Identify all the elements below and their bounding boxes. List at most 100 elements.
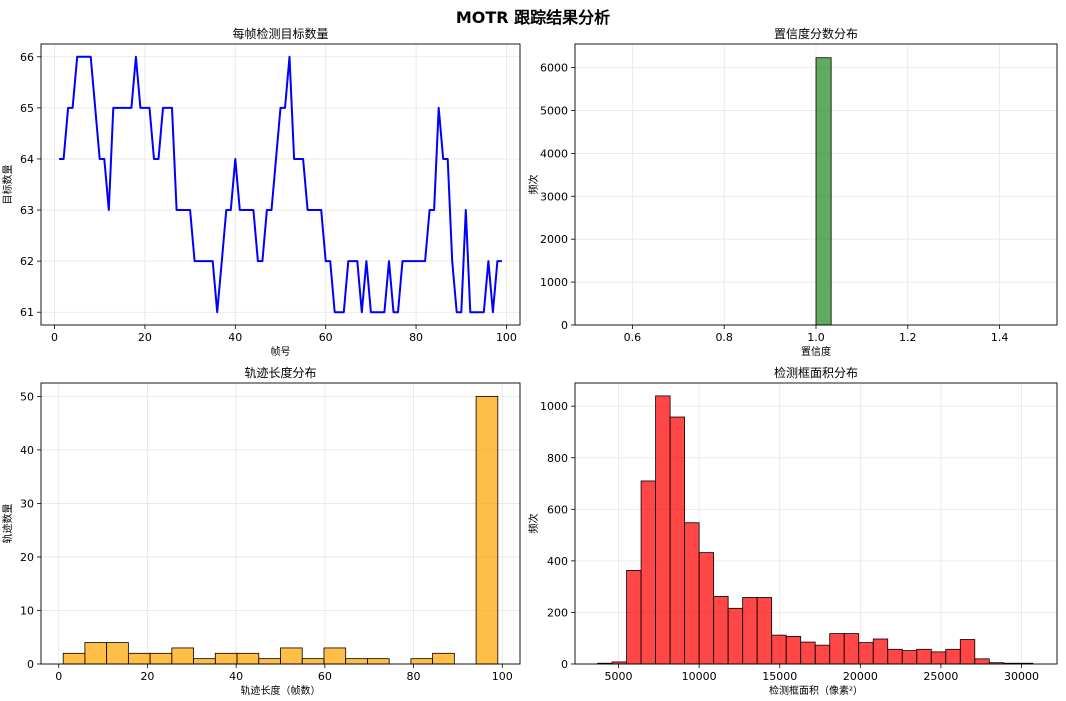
histogram-bar — [727, 607, 744, 665]
histogram-bar — [640, 480, 657, 665]
x-tick-label: 20000 — [843, 670, 878, 683]
x-tick-label: 10000 — [682, 670, 717, 683]
x-tick-label: 25000 — [923, 670, 958, 683]
y-tick-label: 0 — [561, 658, 568, 671]
y-tick-label: 1000 — [540, 400, 568, 413]
y-tick-label: 10 — [20, 604, 34, 617]
y-tick-label: 600 — [547, 503, 568, 516]
y-axis-label: 频次 — [527, 514, 540, 534]
histogram-bar — [106, 642, 129, 665]
y-tick-label: 40 — [20, 444, 34, 457]
x-tick-label: 1.0 — [807, 331, 825, 344]
histogram-bar — [323, 647, 347, 665]
subplot-title: 检测框面积分布 — [774, 365, 858, 380]
y-tick-label: 61 — [20, 306, 34, 319]
y-tick-label: 50 — [20, 390, 34, 403]
y-tick-label: 800 — [547, 452, 568, 465]
y-tick-label: 0 — [561, 319, 568, 332]
histogram-bar — [367, 658, 390, 665]
y-tick-label: 2000 — [540, 233, 568, 246]
histogram-bar — [945, 648, 961, 665]
y-tick-label: 200 — [547, 606, 568, 619]
histogram-bar — [872, 638, 889, 665]
histogram-bar — [432, 652, 455, 665]
x-tick-label: 0 — [51, 331, 58, 344]
x-tick-label: 5000 — [605, 670, 633, 683]
y-tick-label: 6000 — [540, 62, 568, 75]
y-tick-label: 62 — [20, 255, 34, 268]
histogram-bar — [149, 652, 173, 665]
subplot-2: 0.6 0.8 1.0 1.2 1.4 0 1000 2000 3000 4000 5000 6000… — [527, 26, 1058, 358]
histogram-bar — [698, 552, 715, 665]
histogram-bar — [171, 647, 194, 665]
histogram-bar — [410, 658, 434, 665]
histogram-bar — [756, 597, 773, 665]
histogram-bar — [974, 658, 990, 665]
histogram-bar — [930, 651, 947, 665]
histogram-bar — [236, 652, 260, 665]
histogram-bar — [713, 596, 729, 665]
y-tick-label: 1000 — [540, 276, 568, 289]
y-tick-label: 0 — [27, 658, 34, 671]
subplot-4: 5000 10000 15000 20000 25000 30000 0 200 400 600 8… — [527, 365, 1058, 697]
x-axis-label: 帧号 — [271, 345, 291, 358]
x-tick-label: 20 — [140, 670, 154, 683]
histogram-bar — [843, 633, 860, 665]
x-tick-label: 80 — [409, 331, 423, 344]
x-axis-label: 轨迹长度（帧数） — [241, 684, 321, 697]
histogram-bar — [800, 641, 816, 665]
histogram-bar — [127, 652, 151, 665]
histogram-bar — [959, 639, 976, 665]
x-tick-label: 60 — [319, 331, 333, 344]
y-axis-label: 目标数量 — [1, 165, 14, 205]
x-axis-label: 检测框面积（像素²） — [769, 684, 863, 697]
x-tick-label: 40 — [229, 670, 243, 683]
y-tick-label: 64 — [20, 153, 34, 166]
histogram-bar — [475, 395, 499, 665]
y-tick-label: 3000 — [540, 190, 568, 203]
x-tick-label: 1.2 — [899, 331, 917, 344]
histogram-bar — [814, 644, 831, 665]
x-tick-label: 15000 — [762, 670, 797, 683]
histogram-bar — [345, 658, 368, 665]
histogram-bar — [669, 416, 686, 665]
histogram-bar — [829, 633, 845, 665]
y-tick-label: 66 — [20, 51, 34, 64]
y-axis-label: 轨迹数量 — [1, 504, 14, 544]
histogram-bar — [258, 658, 281, 665]
histogram-bar — [626, 570, 642, 665]
series-line — [59, 55, 502, 314]
histogram-bar — [785, 636, 802, 665]
x-tick-label: 40 — [228, 331, 242, 344]
x-axis-label: 置信度 — [801, 345, 831, 358]
histogram-bar — [815, 57, 832, 326]
histogram-bar — [684, 522, 700, 665]
histogram-bar — [84, 642, 108, 665]
histogram-bar — [858, 642, 874, 665]
x-tick-label: 1.4 — [991, 331, 1009, 344]
plot-frame — [40, 43, 521, 326]
histogram-bar — [916, 648, 932, 665]
plot-frame — [40, 382, 521, 665]
histogram-bar — [901, 650, 918, 665]
figure-title: MOTR 跟踪结果分析 — [455, 8, 611, 27]
y-tick-label: 5000 — [540, 104, 568, 117]
y-tick-label: 30 — [20, 497, 34, 510]
y-tick-label: 65 — [20, 102, 34, 115]
subplot-title: 轨迹长度分布 — [244, 365, 316, 380]
subplot-title: 置信度分数分布 — [774, 26, 858, 41]
x-tick-label: 0.8 — [715, 331, 733, 344]
x-tick-label: 30000 — [1004, 670, 1039, 683]
x-tick-label: 100 — [492, 670, 513, 683]
x-tick-label: 0.6 — [624, 331, 642, 344]
y-tick-label: 4000 — [540, 147, 568, 160]
y-tick-label: 400 — [547, 555, 568, 568]
histogram-bar — [214, 652, 238, 665]
x-tick-label: 80 — [407, 670, 421, 683]
subplot-title: 每帧检测目标数量 — [232, 26, 328, 41]
y-axis-label: 频次 — [527, 175, 540, 195]
x-tick-label: 0 — [55, 670, 62, 683]
